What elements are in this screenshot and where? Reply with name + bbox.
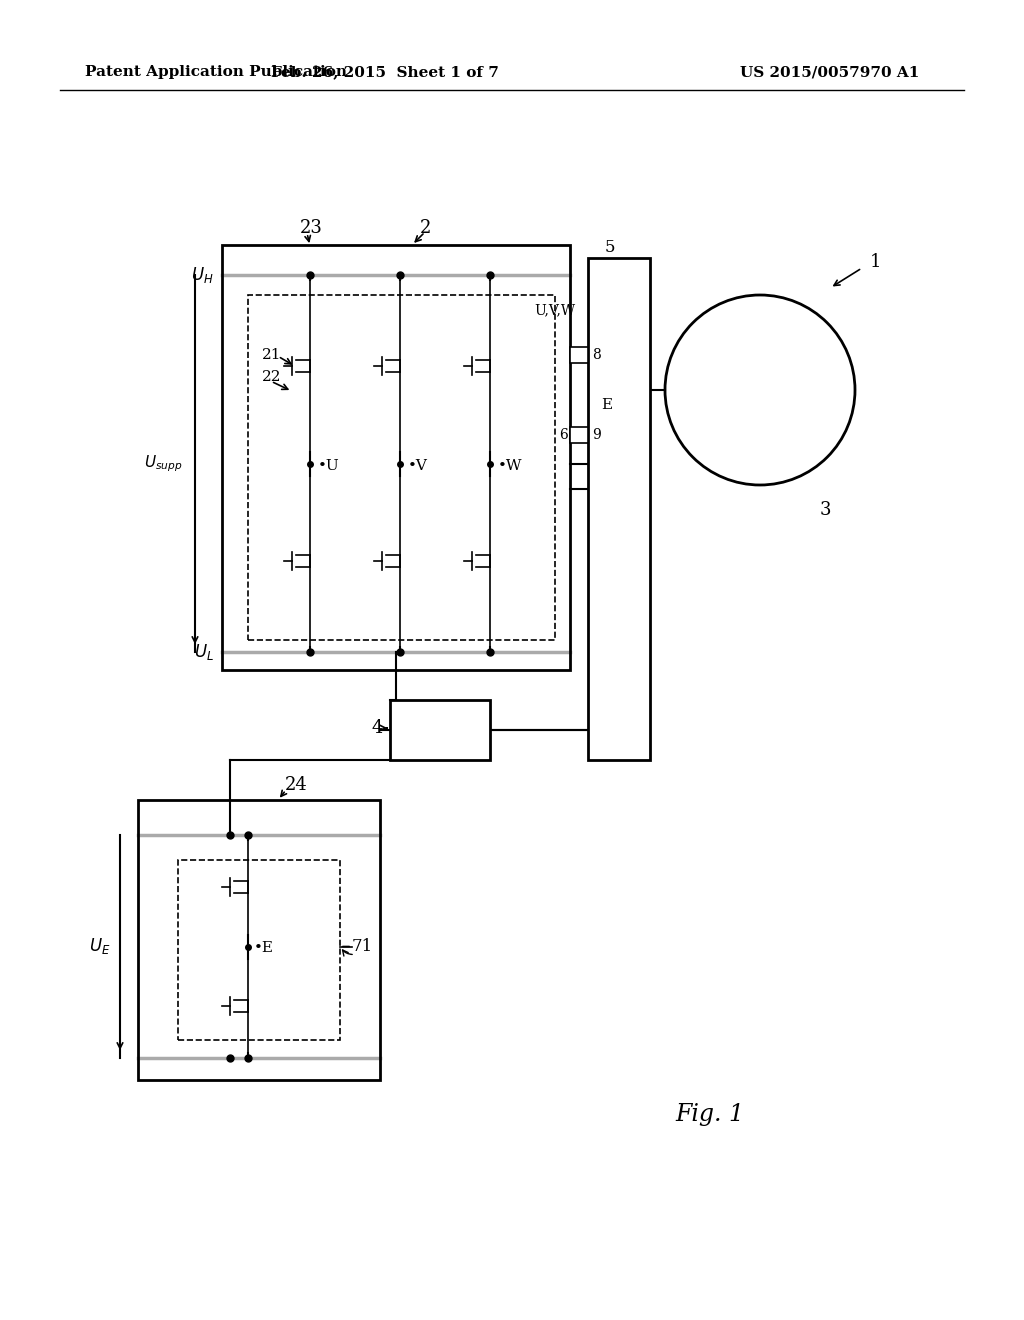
Text: 5: 5	[605, 239, 615, 256]
Text: •V: •V	[408, 458, 428, 473]
Text: 6: 6	[559, 428, 567, 442]
Bar	[588, 257, 650, 760]
Text: •W: •W	[498, 458, 522, 473]
Bar	[390, 700, 490, 760]
Text: Patent Application Publication: Patent Application Publication	[85, 65, 347, 79]
Text: U,V,W: U,V,W	[534, 304, 575, 317]
Bar	[222, 246, 570, 671]
Bar	[248, 294, 555, 640]
Text: •E: •E	[254, 941, 274, 956]
Text: $U_H$: $U_H$	[191, 265, 214, 285]
Text: $U_{supp}$: $U_{supp}$	[144, 453, 183, 474]
Text: 23: 23	[300, 219, 323, 238]
Text: •U: •U	[318, 458, 340, 473]
Text: Fig. 1: Fig. 1	[676, 1104, 744, 1126]
Text: 2: 2	[420, 219, 431, 238]
Bar	[138, 800, 380, 1080]
Text: 3: 3	[820, 502, 831, 519]
Bar	[570, 426, 588, 444]
Text: 8: 8	[592, 348, 601, 362]
Bar	[570, 347, 588, 363]
Text: 9: 9	[592, 428, 601, 442]
Text: $U_E$: $U_E$	[88, 936, 110, 956]
Text: 4: 4	[372, 719, 383, 737]
Text: 1: 1	[870, 253, 882, 271]
Text: 71: 71	[352, 939, 374, 954]
Text: $U_L$: $U_L$	[195, 642, 214, 663]
Text: Feb. 26, 2015  Sheet 1 of 7: Feb. 26, 2015 Sheet 1 of 7	[271, 65, 499, 79]
Text: 24: 24	[285, 776, 308, 795]
Text: US 2015/0057970 A1: US 2015/0057970 A1	[740, 65, 920, 79]
Text: E: E	[601, 399, 612, 412]
Text: 22: 22	[262, 370, 282, 384]
Bar	[178, 861, 340, 1040]
Text: 21: 21	[262, 348, 282, 362]
